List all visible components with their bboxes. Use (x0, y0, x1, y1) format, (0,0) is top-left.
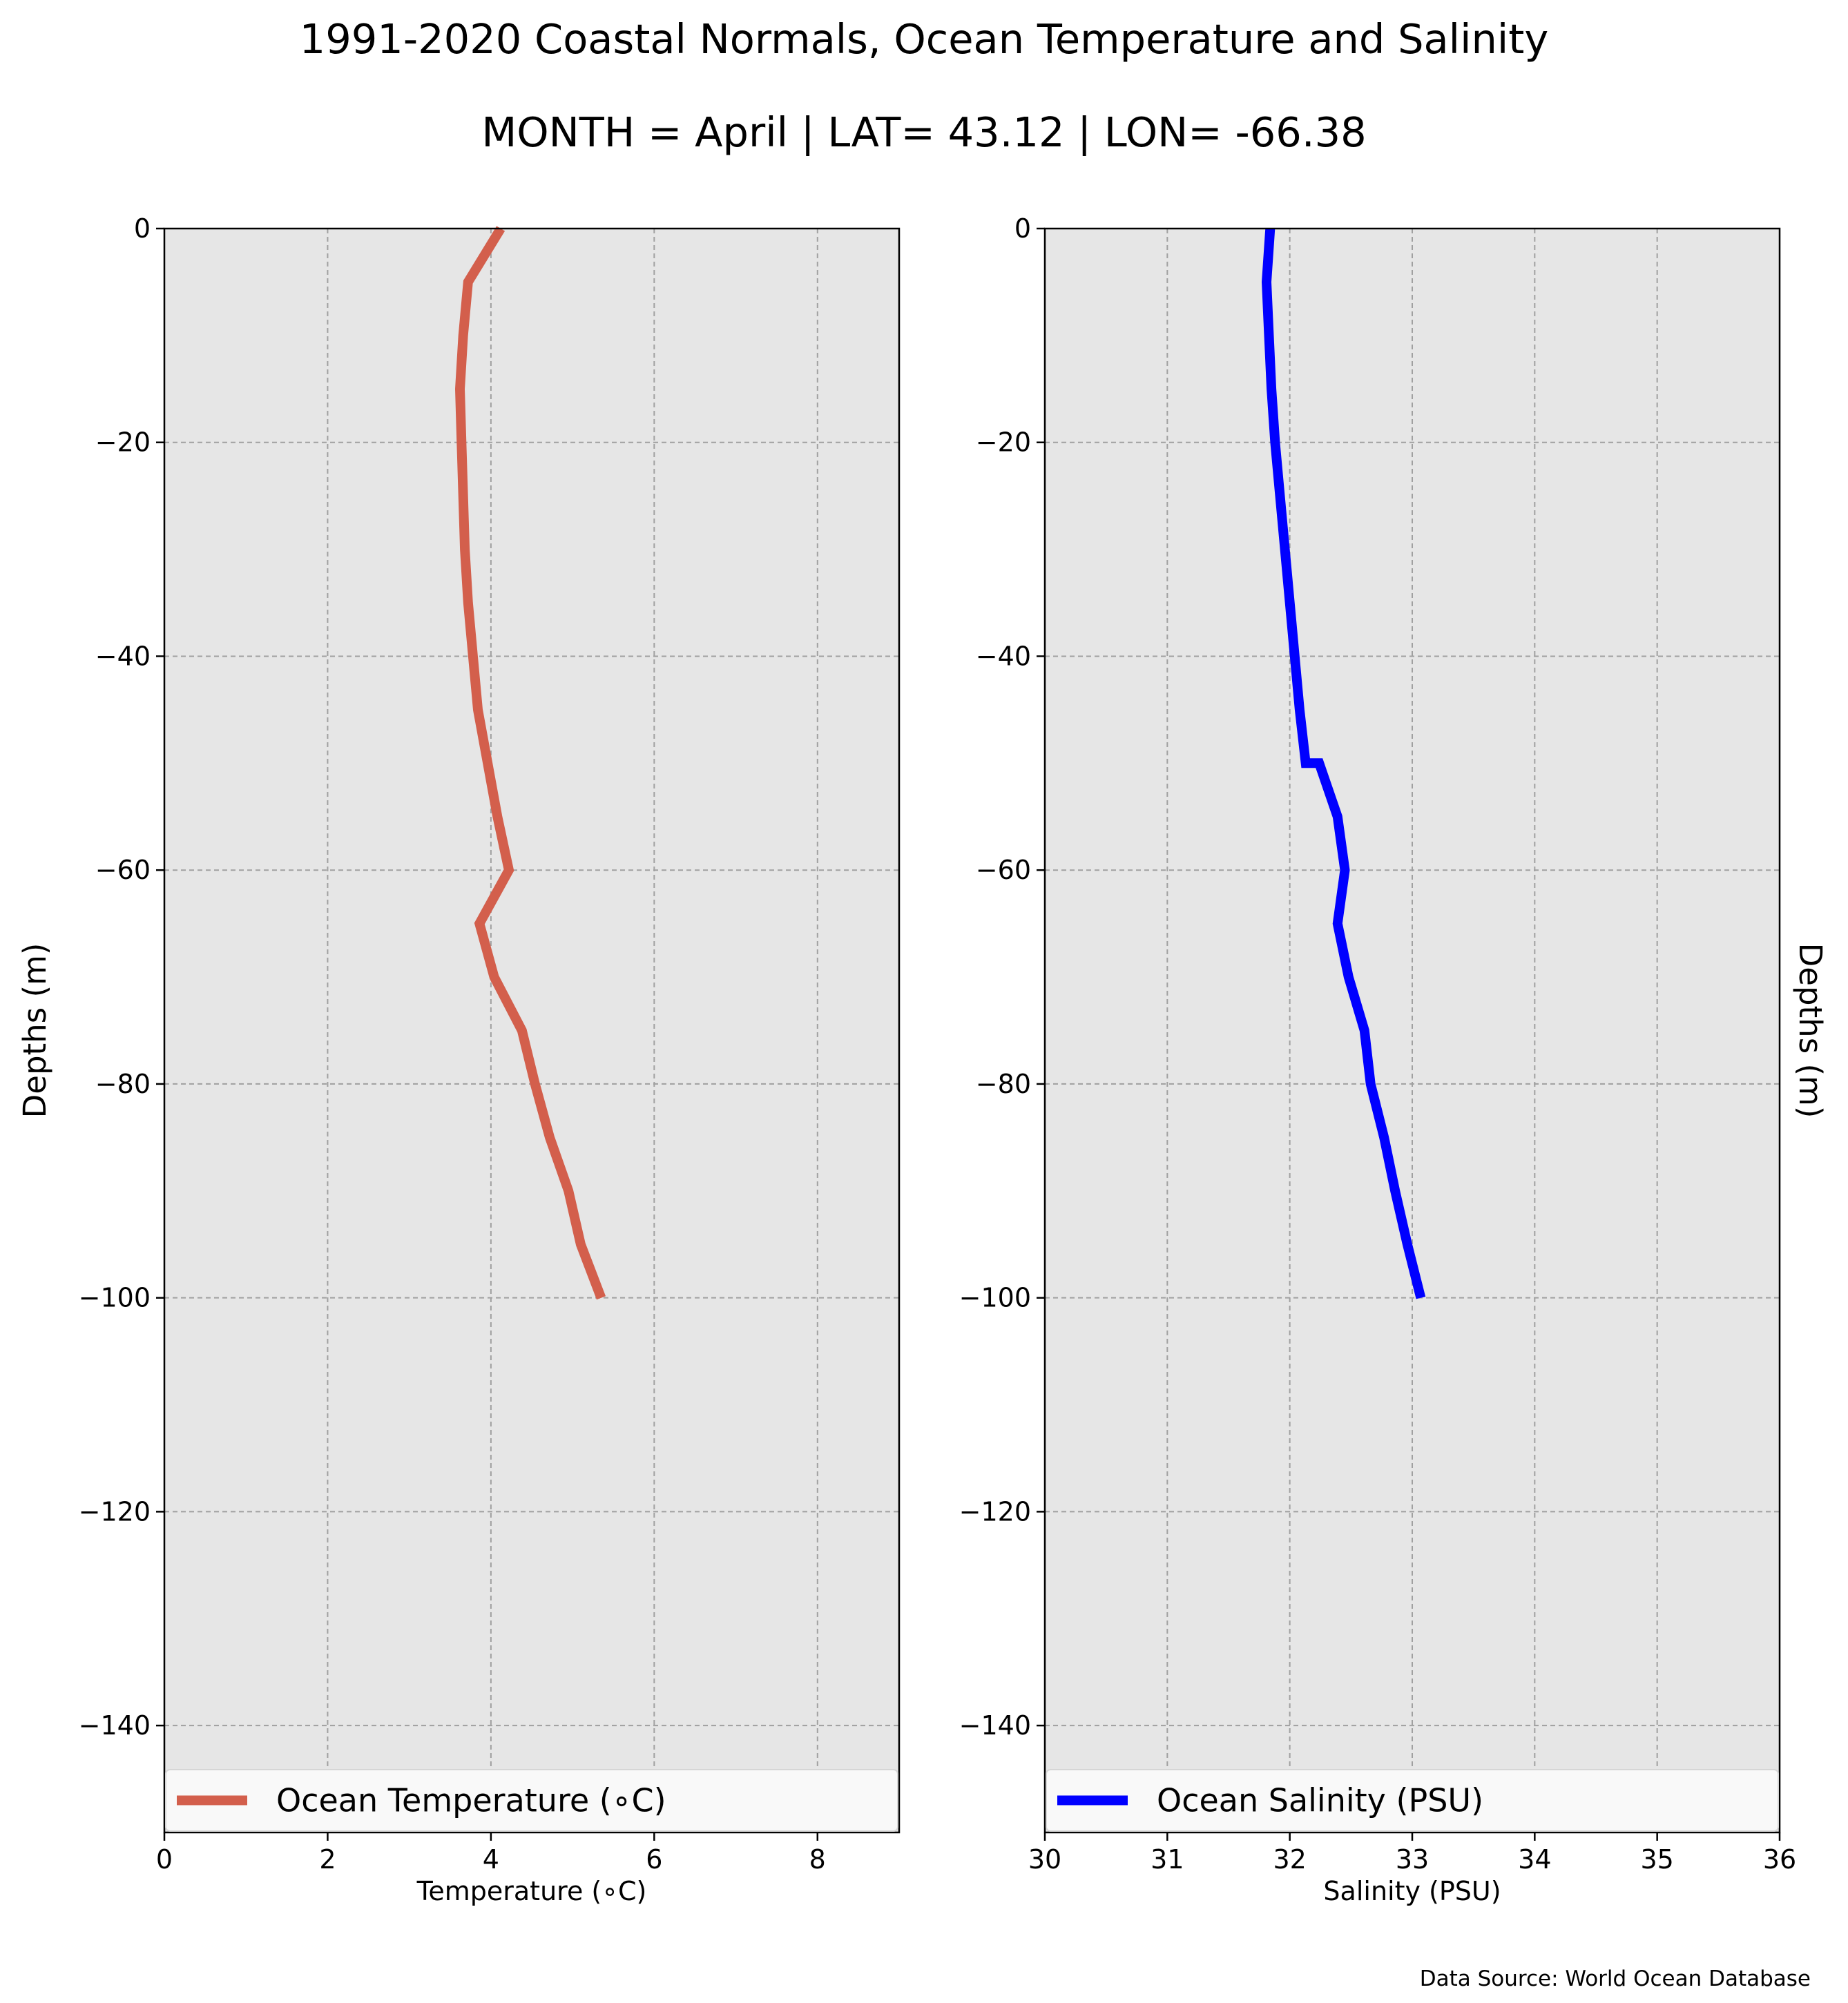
salinity-y-tick-label: 0 (1014, 213, 1031, 244)
salinity-legend: Ocean Salinity (PSU) (1046, 1769, 1779, 1832)
data-source-note: Data Source: World Ocean Database (1420, 1966, 1811, 1991)
salinity-y-axis-label: Depths (m) (1792, 943, 1829, 1119)
temperature-y-tick-label: −100 (79, 1283, 151, 1313)
temperature-y-tick-label: −40 (95, 641, 151, 671)
salinity-x-tick-label: 30 (1028, 1844, 1061, 1875)
salinity-y-tick-label: −20 (976, 427, 1031, 458)
salinity-x-tick-label: 33 (1396, 1844, 1429, 1875)
salinity-x-tick-label: 31 (1151, 1844, 1184, 1875)
figure-title: 1991-2020 Coastal Normals, Ocean Tempera… (300, 15, 1549, 63)
temperature-x-tick-label: 4 (483, 1844, 499, 1875)
salinity-y-tick-label: −40 (976, 641, 1031, 671)
temperature-x-tick-label: 0 (156, 1844, 173, 1875)
salinity-y-tick-label: −140 (959, 1710, 1031, 1741)
temperature-x-tick-label: 2 (319, 1844, 336, 1875)
temperature-y-tick-label: −140 (79, 1710, 151, 1741)
salinity-series-line (1261, 228, 1426, 1299)
temperature-legend: Ocean Temperature (∘C) (165, 1769, 898, 1832)
salinity-x-tick-label: 34 (1518, 1844, 1551, 1875)
salinity-legend-box (1046, 1769, 1779, 1832)
temperature-legend-box (165, 1769, 898, 1832)
temperature-y-tick-label: −20 (95, 427, 151, 458)
salinity-panel: 30 31 32 33 34 35 36 0 −20 −40 −60 −80 −100 −120 −140 S… (959, 213, 1829, 1906)
salinity-legend-label: Ocean Salinity (PSU) (1157, 1782, 1483, 1819)
salinity-y-tick-label: −60 (976, 855, 1031, 885)
temperature-plot-area (164, 229, 899, 1832)
temperature-y-axis-label: Depths (m) (17, 943, 53, 1119)
temperature-x-tick-label: 6 (646, 1844, 662, 1875)
salinity-x-tick-label: 32 (1273, 1844, 1306, 1875)
temperature-y-tick-label: −120 (79, 1496, 151, 1527)
temperature-legend-label: Ocean Temperature (∘C) (276, 1782, 666, 1819)
salinity-y-tick-label: −100 (959, 1283, 1031, 1313)
salinity-y-tick-label: −120 (959, 1496, 1031, 1527)
figure-subtitle: MONTH = April | LAT= 43.12 | LON= -66.38 (481, 108, 1366, 156)
salinity-x-tick-label: 35 (1640, 1844, 1673, 1875)
temperature-y-tick-label: −60 (95, 855, 151, 885)
temperature-series-line (454, 226, 606, 1300)
salinity-x-axis-label: Salinity (PSU) (1323, 1876, 1501, 1906)
salinity-x-tick-label: 36 (1763, 1844, 1796, 1875)
temperature-y-tick-label: 0 (134, 213, 151, 244)
temperature-x-axis-label: Temperature (∘C) (416, 1876, 647, 1906)
salinity-y-tick-label: −80 (976, 1069, 1031, 1099)
temperature-y-tick-label: −80 (95, 1069, 151, 1099)
temperature-panel: 0 2 4 6 8 0 −20 −40 −60 −80 −100 −120 −140 Temperatur… (17, 213, 901, 1906)
temperature-axes-frame (163, 227, 901, 1834)
temperature-x-tick-label: 8 (809, 1844, 826, 1875)
